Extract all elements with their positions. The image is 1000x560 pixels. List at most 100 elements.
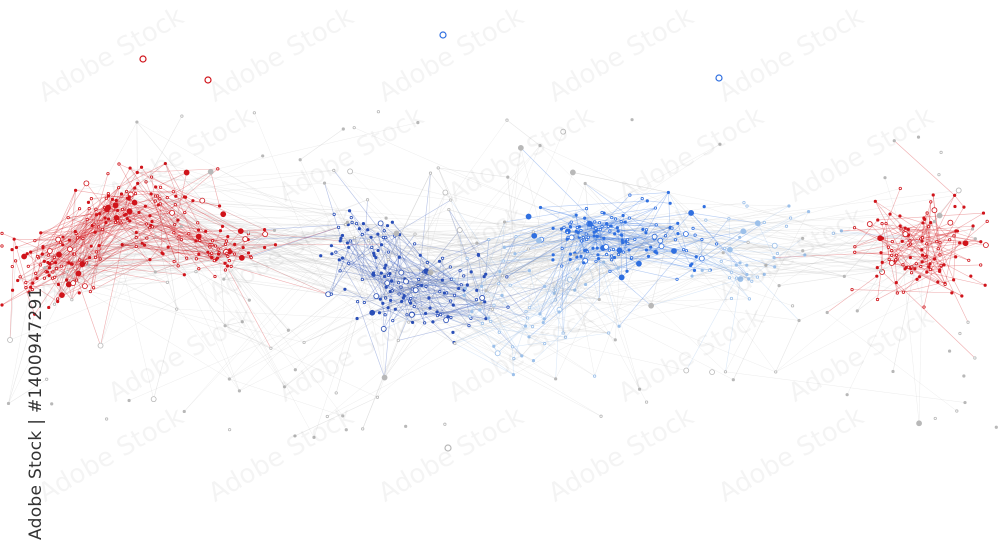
network-edge: [648, 256, 695, 271]
network-edge: [576, 231, 726, 372]
network-edge: [387, 225, 632, 259]
network-node: [578, 233, 582, 238]
network-node: [531, 232, 538, 239]
network-node: [361, 427, 365, 431]
network-edge: [570, 198, 643, 260]
network-edge: [146, 223, 341, 242]
network-node: [399, 285, 403, 289]
network-node: [625, 269, 629, 273]
network-node: [568, 225, 573, 229]
network-edge: [214, 276, 454, 306]
network-edge: [354, 127, 572, 223]
network-node: [447, 207, 451, 212]
network-edge: [902, 222, 931, 265]
network-node: [165, 196, 169, 200]
network-node: [272, 228, 277, 232]
network-edge: [34, 208, 80, 241]
network-node: [442, 189, 449, 196]
network-edge: [136, 121, 203, 201]
network-node: [54, 261, 58, 265]
network-edge: [448, 209, 479, 256]
network-edge: [229, 260, 392, 282]
network-edge: [544, 286, 800, 321]
network-edge: [383, 285, 482, 330]
network-edge: [565, 258, 632, 338]
network-edge: [350, 240, 507, 278]
network-node: [566, 276, 573, 283]
network-edge: [134, 187, 223, 227]
network-node: [738, 235, 742, 239]
network-edge: [498, 221, 505, 284]
network-node: [241, 245, 245, 250]
network-edge: [48, 265, 62, 276]
network-node: [94, 250, 98, 254]
network-node: [573, 288, 577, 292]
network-node: [103, 216, 107, 220]
network-node: [595, 246, 599, 250]
network-node: [962, 205, 966, 209]
network-edge: [395, 308, 413, 323]
network-node: [554, 377, 558, 381]
network-node: [352, 236, 357, 240]
network-edge: [224, 325, 272, 349]
network-node: [16, 278, 20, 283]
network-node: [86, 200, 91, 204]
network-edge: [579, 226, 647, 251]
network-edge: [629, 217, 657, 226]
network-edge: [448, 209, 535, 237]
network-node: [887, 257, 891, 261]
network-edge: [225, 321, 243, 327]
network-edge: [66, 263, 225, 281]
network-node: [576, 230, 580, 235]
network-node: [536, 237, 542, 244]
network-node: [950, 291, 954, 295]
network-edge: [902, 226, 929, 242]
network-node: [46, 260, 50, 265]
network-node: [465, 283, 469, 287]
network-edge: [68, 226, 153, 285]
network-node: [668, 201, 672, 205]
network-node: [420, 283, 424, 288]
network-edge: [623, 215, 845, 277]
network-node: [788, 216, 793, 220]
network-edge: [380, 223, 393, 291]
network-edge: [384, 279, 443, 378]
network-edge: [562, 259, 571, 334]
network-edge: [421, 285, 493, 310]
network-edge: [485, 318, 545, 344]
network-edge: [554, 292, 600, 300]
network-edge: [877, 212, 984, 221]
network-edge: [603, 262, 640, 390]
network-edge: [686, 250, 882, 271]
network-node: [65, 270, 69, 274]
network-edge: [603, 240, 661, 249]
network-edge: [503, 260, 734, 380]
network-edge: [450, 229, 599, 302]
network-edge: [450, 199, 481, 310]
network-edge: [248, 228, 360, 254]
network-edge: [145, 181, 179, 266]
network-edge: [388, 249, 610, 308]
network-node: [194, 270, 198, 274]
network-edge: [49, 221, 153, 269]
network-node: [619, 219, 623, 224]
network-edge: [880, 241, 937, 271]
network-edge: [376, 254, 576, 297]
network-edge: [503, 253, 571, 262]
network-edge: [588, 237, 656, 253]
network-edge: [631, 222, 758, 259]
network-edge: [75, 172, 187, 191]
network-edge: [857, 255, 892, 312]
network-node: [312, 435, 316, 439]
network-edge: [562, 232, 646, 249]
network-node: [56, 251, 62, 258]
network-node: [83, 180, 90, 187]
network-node: [936, 212, 943, 219]
network-node: [97, 244, 101, 248]
network-edge: [558, 254, 571, 313]
network-node: [247, 298, 251, 302]
network-edge: [167, 197, 346, 290]
network-edge: [891, 230, 956, 251]
network-edge: [375, 217, 585, 258]
network-node: [894, 258, 898, 262]
